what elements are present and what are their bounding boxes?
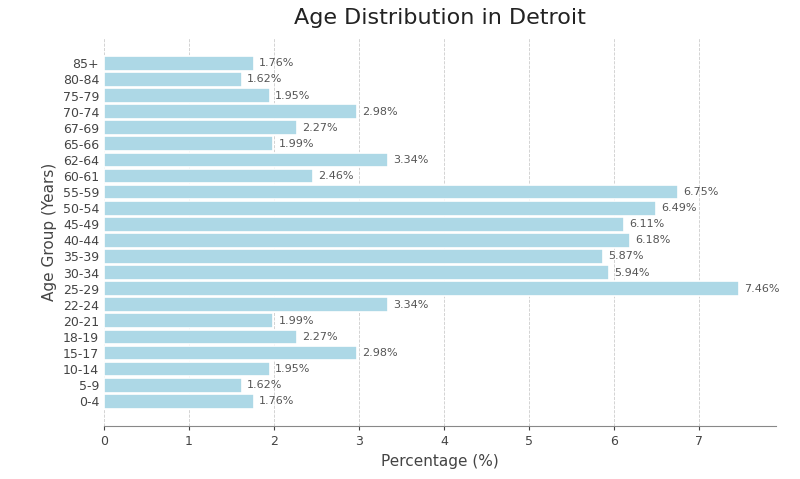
Text: 2.98%: 2.98% xyxy=(362,107,398,116)
Text: 1.62%: 1.62% xyxy=(247,380,282,390)
Text: 2.27%: 2.27% xyxy=(302,332,338,342)
Bar xyxy=(104,345,358,360)
X-axis label: Percentage (%): Percentage (%) xyxy=(381,454,499,469)
Text: 1.76%: 1.76% xyxy=(259,58,294,68)
Bar xyxy=(104,394,254,409)
Bar xyxy=(104,56,254,71)
Text: 2.98%: 2.98% xyxy=(362,348,398,358)
Text: 1.76%: 1.76% xyxy=(259,396,294,406)
Text: 6.49%: 6.49% xyxy=(661,203,697,213)
Text: 3.34%: 3.34% xyxy=(394,155,429,165)
Text: 1.99%: 1.99% xyxy=(278,139,314,149)
Text: 2.46%: 2.46% xyxy=(318,171,354,181)
Text: 5.94%: 5.94% xyxy=(614,268,650,277)
Bar xyxy=(104,185,678,199)
Text: 1.62%: 1.62% xyxy=(247,74,282,84)
Y-axis label: Age Group (Years): Age Group (Years) xyxy=(42,163,58,301)
Text: 3.34%: 3.34% xyxy=(394,300,429,310)
Title: Age Distribution in Detroit: Age Distribution in Detroit xyxy=(294,9,586,28)
Bar xyxy=(104,104,358,119)
Text: 7.46%: 7.46% xyxy=(744,284,779,294)
Bar xyxy=(104,265,610,280)
Bar xyxy=(104,362,270,376)
Bar xyxy=(104,72,242,87)
Bar xyxy=(104,378,242,393)
Text: 2.27%: 2.27% xyxy=(302,123,338,133)
Bar xyxy=(104,281,738,296)
Bar xyxy=(104,330,297,344)
Bar xyxy=(104,297,388,312)
Bar xyxy=(104,152,388,167)
Bar xyxy=(104,313,274,328)
Bar xyxy=(104,88,270,103)
Text: 6.18%: 6.18% xyxy=(634,235,670,245)
Bar xyxy=(104,233,630,248)
Text: 5.87%: 5.87% xyxy=(609,251,644,262)
Bar xyxy=(104,249,603,264)
Bar xyxy=(104,217,624,232)
Bar xyxy=(104,169,314,183)
Bar xyxy=(104,201,656,216)
Text: 1.99%: 1.99% xyxy=(278,316,314,326)
Bar xyxy=(104,137,274,151)
Text: 1.95%: 1.95% xyxy=(275,364,310,374)
Text: 6.11%: 6.11% xyxy=(629,219,664,229)
Bar xyxy=(104,120,297,135)
Text: 6.75%: 6.75% xyxy=(683,187,718,197)
Text: 1.95%: 1.95% xyxy=(275,91,310,101)
